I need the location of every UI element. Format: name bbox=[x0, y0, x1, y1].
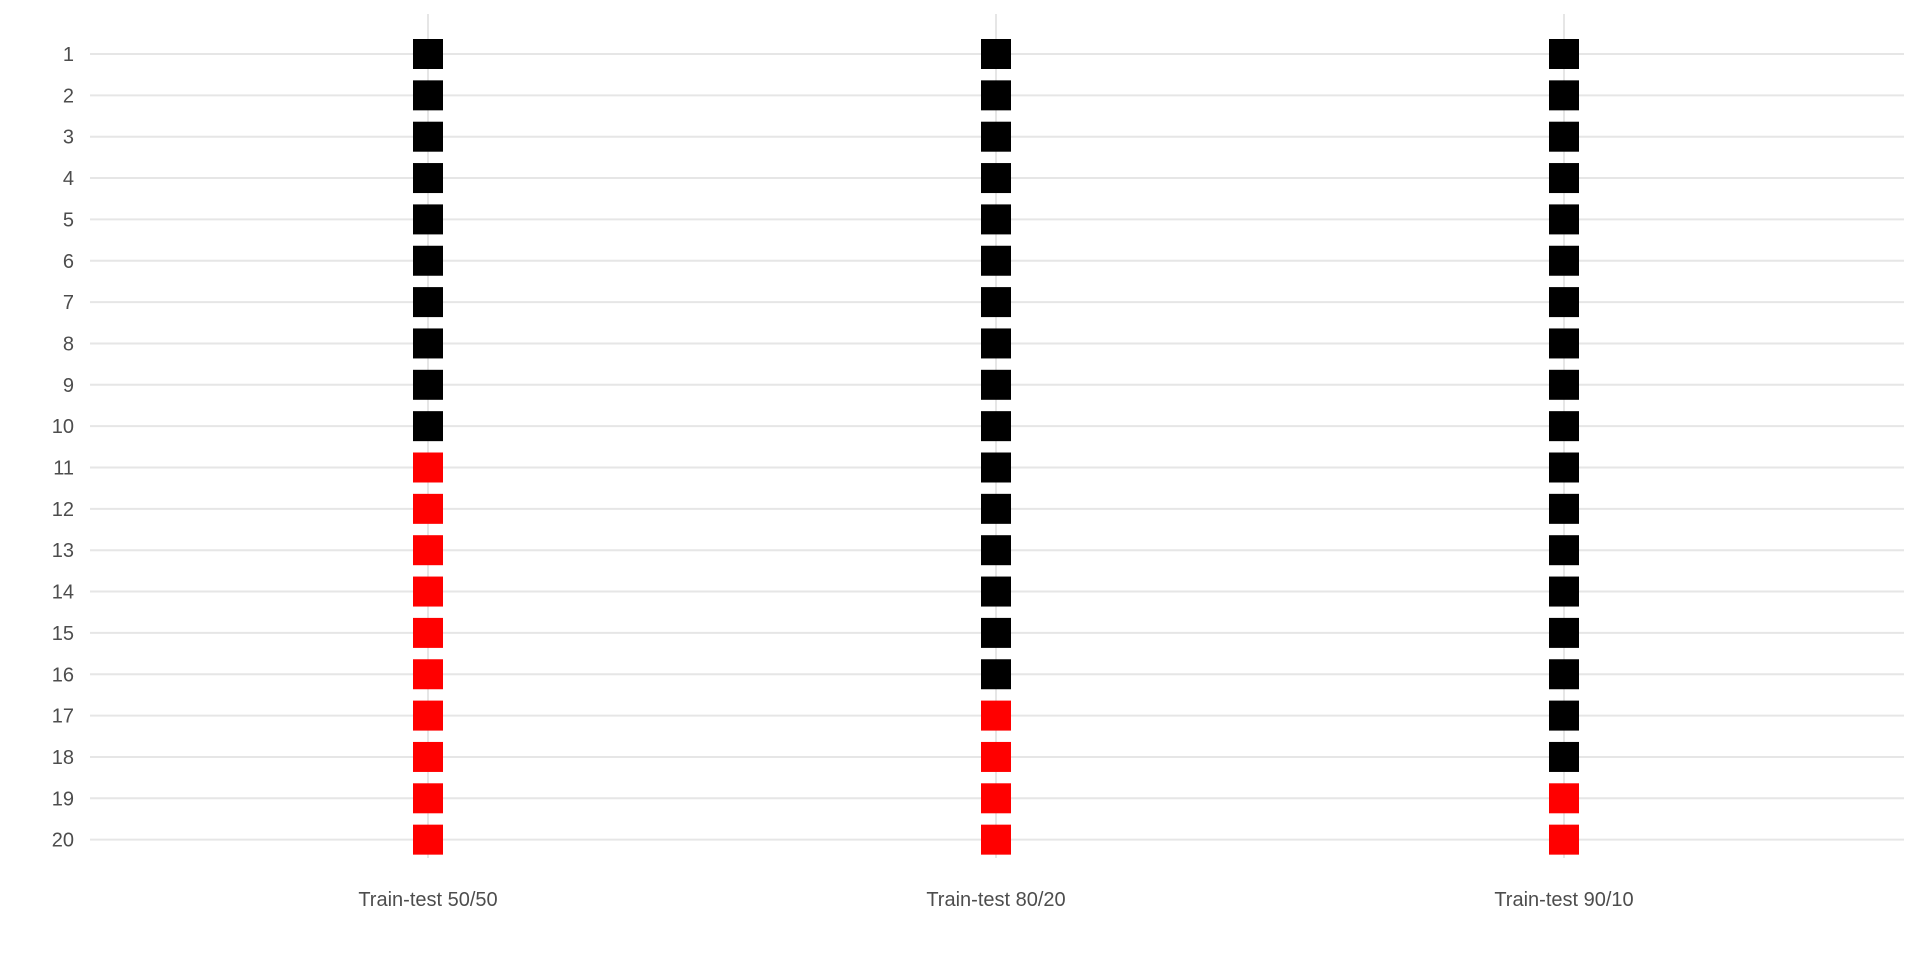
y-tick-label: 12 bbox=[52, 499, 74, 521]
y-tick-label: 8 bbox=[63, 333, 74, 355]
train-marker bbox=[981, 163, 1011, 194]
train-marker bbox=[413, 411, 443, 442]
train-marker bbox=[413, 121, 443, 152]
test-marker bbox=[413, 493, 443, 524]
x-tick-labels: Train-test 50/50 Train-test 80/20 Train-te… bbox=[358, 889, 1633, 911]
train-marker bbox=[1549, 576, 1579, 607]
x-tick-label: Train-test 80/20 bbox=[926, 889, 1065, 911]
y-tick-label: 15 bbox=[52, 623, 74, 645]
train-marker bbox=[1549, 369, 1579, 400]
x-tick-label: Train-test 50/50 bbox=[358, 889, 497, 911]
train-marker bbox=[981, 287, 1011, 318]
split-markers bbox=[413, 39, 1579, 855]
y-tick-label: 18 bbox=[52, 747, 74, 769]
train-marker bbox=[981, 369, 1011, 400]
train-marker bbox=[981, 617, 1011, 648]
y-tick-label: 20 bbox=[52, 830, 74, 852]
y-tick-label: 1 bbox=[63, 44, 74, 66]
train-marker bbox=[1549, 287, 1579, 318]
train-marker bbox=[1549, 39, 1579, 69]
test-marker bbox=[413, 783, 443, 814]
test-marker bbox=[981, 741, 1011, 772]
train-marker bbox=[1549, 700, 1579, 731]
test-marker bbox=[413, 659, 443, 690]
train-marker bbox=[413, 204, 443, 235]
train-marker bbox=[1549, 411, 1579, 442]
train-marker bbox=[413, 163, 443, 194]
y-tick-label: 14 bbox=[52, 582, 74, 604]
test-marker bbox=[981, 783, 1011, 814]
train-marker bbox=[1549, 741, 1579, 772]
train-marker bbox=[981, 245, 1011, 276]
y-tick-label: 4 bbox=[63, 168, 74, 190]
train-marker bbox=[981, 452, 1011, 483]
test-marker bbox=[981, 824, 1011, 855]
train-marker bbox=[1549, 204, 1579, 235]
train-marker bbox=[981, 659, 1011, 690]
y-tick-label: 9 bbox=[63, 375, 74, 397]
train-marker bbox=[981, 121, 1011, 152]
y-tick-label: 17 bbox=[52, 706, 74, 728]
x-tick-label: Train-test 90/10 bbox=[1494, 889, 1633, 911]
y-tick-label: 16 bbox=[52, 664, 74, 686]
y-tick-label: 6 bbox=[63, 251, 74, 273]
train-marker bbox=[1549, 659, 1579, 690]
train-marker bbox=[1549, 121, 1579, 152]
test-marker bbox=[413, 617, 443, 648]
y-tick-label: 7 bbox=[63, 292, 74, 314]
test-marker bbox=[413, 452, 443, 483]
train-marker bbox=[981, 535, 1011, 566]
train-marker bbox=[1549, 452, 1579, 483]
train-marker bbox=[413, 80, 443, 111]
train-marker bbox=[981, 204, 1011, 235]
y-tick-label: 19 bbox=[52, 788, 74, 810]
train-marker bbox=[981, 39, 1011, 69]
train-marker bbox=[1549, 163, 1579, 194]
test-marker bbox=[413, 576, 443, 607]
train-marker bbox=[413, 369, 443, 400]
train-marker bbox=[981, 411, 1011, 442]
test-marker bbox=[1549, 783, 1579, 814]
train-marker bbox=[1549, 493, 1579, 524]
train-marker bbox=[981, 80, 1011, 111]
test-marker bbox=[413, 741, 443, 772]
y-tick-label: 5 bbox=[63, 209, 74, 231]
y-tick-label: 2 bbox=[63, 85, 74, 107]
y-tick-label: 3 bbox=[63, 127, 74, 149]
test-marker bbox=[413, 535, 443, 566]
train-marker bbox=[1549, 80, 1579, 111]
test-marker bbox=[413, 824, 443, 855]
y-tick-label: 11 bbox=[53, 458, 74, 480]
train-marker bbox=[413, 328, 443, 359]
train-marker bbox=[413, 245, 443, 276]
train-marker bbox=[1549, 617, 1579, 648]
train-marker bbox=[1549, 535, 1579, 566]
test-marker bbox=[413, 700, 443, 731]
train-marker bbox=[413, 39, 443, 69]
train-marker bbox=[413, 287, 443, 318]
train-marker bbox=[981, 576, 1011, 607]
train-marker bbox=[981, 493, 1011, 524]
train-marker bbox=[981, 328, 1011, 359]
y-tick-label: 13 bbox=[52, 540, 74, 562]
train-marker bbox=[1549, 328, 1579, 359]
test-marker bbox=[1549, 824, 1579, 855]
test-marker bbox=[981, 700, 1011, 731]
y-tick-label: 10 bbox=[52, 416, 74, 438]
train-marker bbox=[1549, 245, 1579, 276]
